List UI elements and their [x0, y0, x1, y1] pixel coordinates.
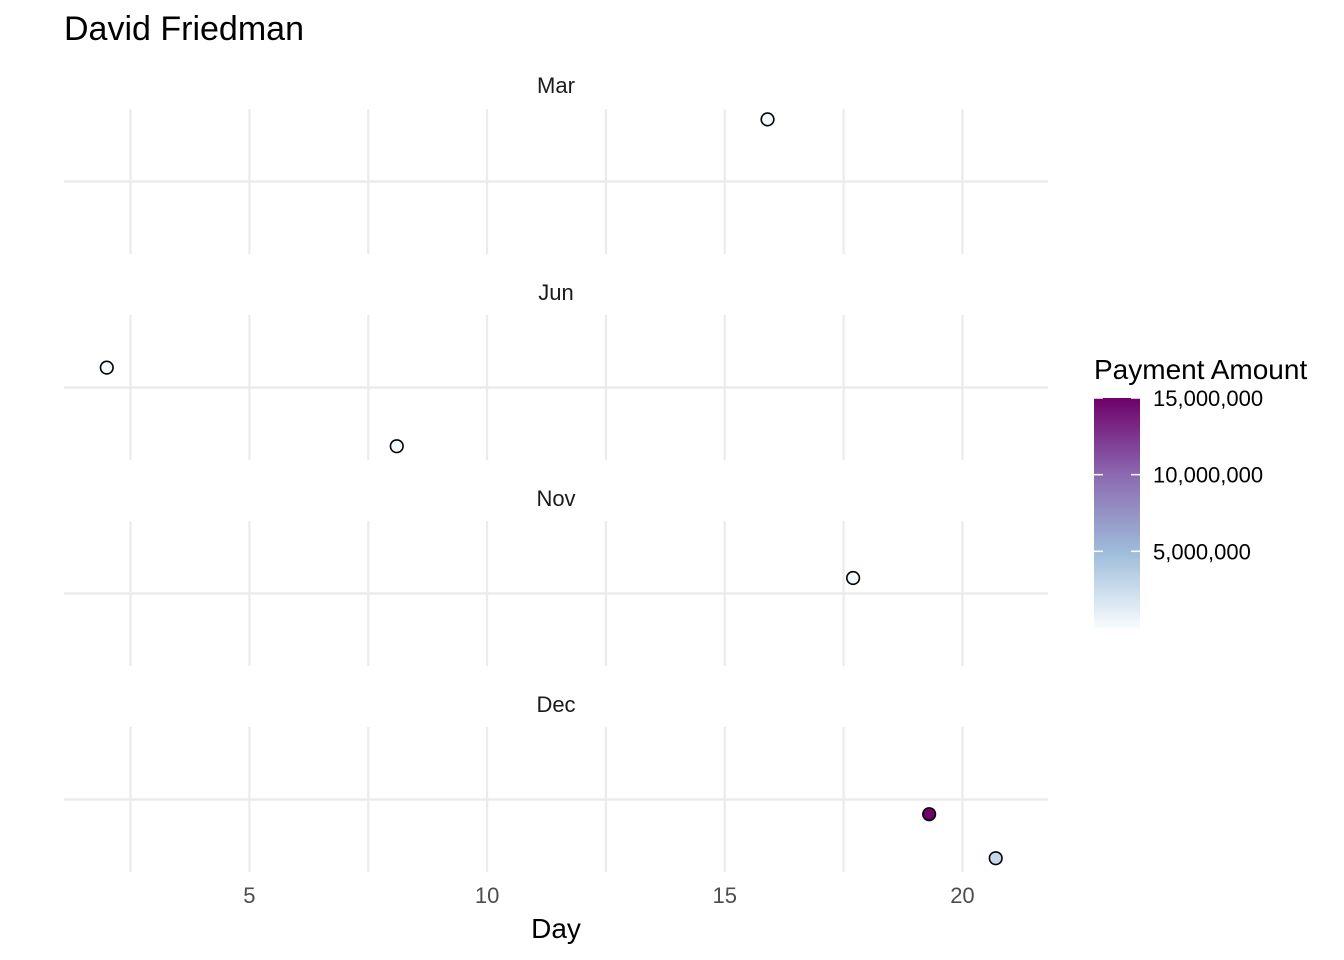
- facet-strip-label: Nov: [536, 486, 575, 511]
- data-point: [99, 360, 114, 375]
- x-tick-label: 15: [713, 883, 737, 908]
- x-axis: 5 10 15 20: [243, 883, 974, 908]
- legend-title: Payment Amount: [1094, 354, 1307, 385]
- x-tick-label: 20: [950, 883, 974, 908]
- facet-strip-label: Mar: [537, 73, 575, 98]
- legend-tick-label: 10,000,000: [1153, 463, 1263, 488]
- facet-panel-mar: Mar: [64, 73, 1048, 254]
- chart-title: David Friedman: [64, 10, 304, 48]
- facet-panels: Mar Jun Nov Dec: [64, 73, 1048, 872]
- x-tick-label: 5: [243, 883, 255, 908]
- x-tick-label: 10: [475, 883, 499, 908]
- color-legend: Payment Amount 5,000,000 10,000,000 15,000…: [1094, 354, 1307, 628]
- legend-colorbar: [1094, 398, 1140, 628]
- facet-panel-dec: Dec: [64, 692, 1048, 872]
- data-point: [846, 570, 861, 586]
- data-point: [389, 439, 404, 454]
- legend-tick-label: 5,000,000: [1153, 539, 1251, 564]
- facet-panel-jun: Jun: [64, 280, 1048, 460]
- data-point: [988, 851, 1003, 866]
- facet-strip-label: Dec: [536, 692, 575, 717]
- legend-ticks: 5,000,000 10,000,000 15,000,000: [1094, 386, 1263, 564]
- data-point: [922, 807, 937, 822]
- facet-strip-label: Jun: [538, 280, 573, 305]
- facet-panel-nov: Nov: [64, 486, 1048, 666]
- x-axis-label: Day: [531, 913, 581, 944]
- legend-tick-label: 15,000,000: [1153, 386, 1263, 411]
- data-point: [760, 112, 775, 127]
